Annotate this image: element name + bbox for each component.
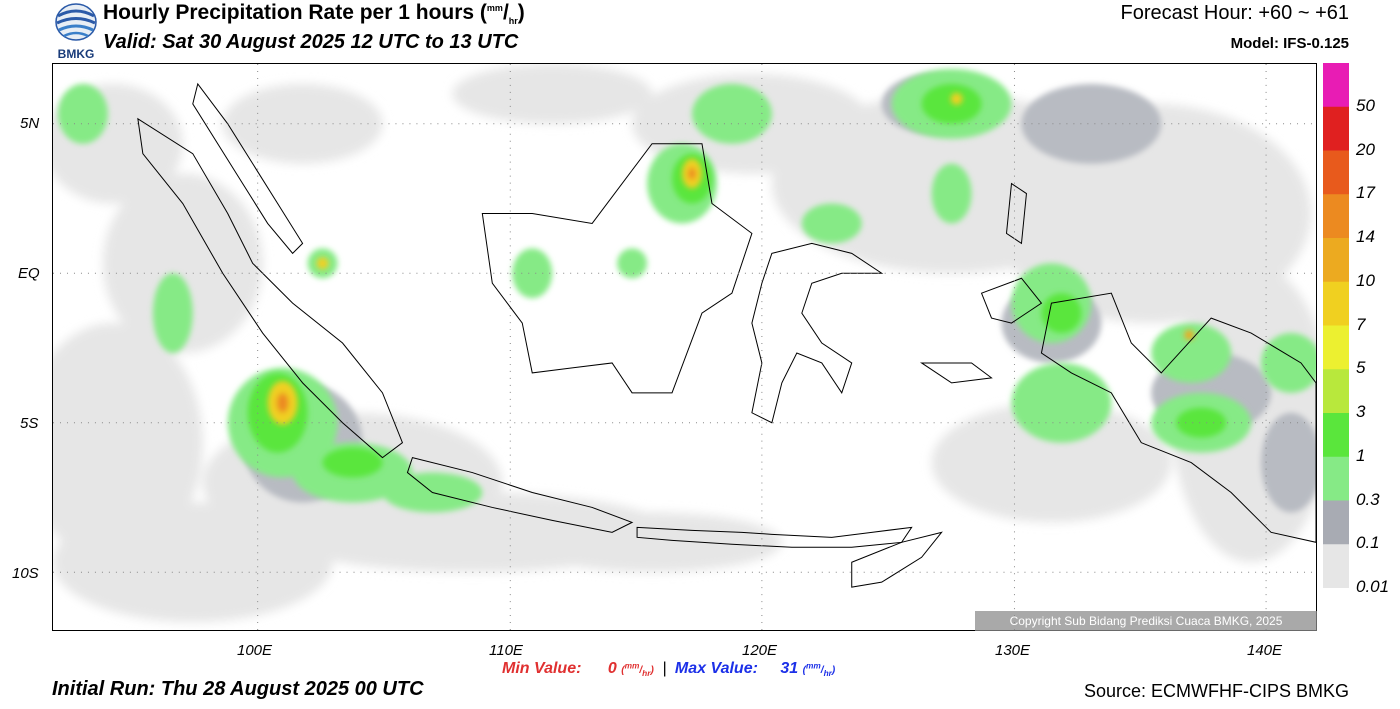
grid <box>53 64 1316 630</box>
precipitation-map <box>52 63 1317 631</box>
lat-label-eq: EQ <box>18 265 40 282</box>
lat-label-5s: 5S <box>20 415 39 432</box>
lat-label-5n: 5N <box>20 115 40 132</box>
coastlines <box>137 82 1316 588</box>
data-source: Source: ECMWFHF-CIPS BMKG <box>1083 681 1349 701</box>
lon-label-130e: 130E <box>995 642 1031 659</box>
lon-label-110e: 110E <box>489 642 523 659</box>
legend-swatch <box>1323 194 1349 239</box>
legend-swatch <box>1323 238 1349 283</box>
max-value-label: Max Value: <box>674 660 758 677</box>
legend-label: 5 <box>1356 358 1366 378</box>
min-max-values: Min Value: 0 (mm/hr) | Max Value: 31 (mm… <box>502 660 836 678</box>
min-value-label: Min Value: <box>502 660 582 677</box>
legend-label: 20 <box>1356 139 1375 159</box>
legend-label: 0.1 <box>1356 533 1380 553</box>
lon-label-100e: 100E <box>237 642 273 659</box>
legend-label: 3 <box>1356 402 1366 421</box>
rain-field-green <box>57 68 1316 513</box>
forecast-hour: Forecast Hour: +60 ~ +61 <box>1120 2 1349 24</box>
title-unit-hr: hr <box>508 16 518 27</box>
copyright-label: Copyright Sub Bidang Prediksi Cuaca BMKG… <box>975 611 1317 631</box>
initial-run: Initial Run: Thu 28 August 2025 00 UTC <box>52 678 424 700</box>
svg-text:BMKG: BMKG <box>58 47 95 60</box>
max-value: 31 <box>780 660 799 677</box>
legend-label: 10 <box>1356 270 1375 290</box>
lon-label-120e: 120E <box>742 642 778 659</box>
rain-field-heavy <box>267 92 1195 425</box>
legend-swatch <box>1323 325 1349 370</box>
legend-swatch <box>1323 150 1349 195</box>
legend-label: 17 <box>1356 183 1375 203</box>
lat-label-10s: 10S <box>12 565 39 582</box>
legend-colorbar <box>1323 63 1349 589</box>
legend-swatch <box>1323 456 1349 501</box>
model-label: Model: IFS-0.125 <box>1230 35 1349 52</box>
legend-swatch <box>1323 369 1349 414</box>
legend-label: 0.3 <box>1356 489 1380 509</box>
legend-swatch <box>1323 281 1349 326</box>
legend-label: 7 <box>1356 314 1366 334</box>
min-value: 0 <box>607 660 617 677</box>
valid-time: Valid: Sat 30 August 2025 12 UTC to 13 U… <box>103 31 519 53</box>
title-unit-mm: mm <box>486 3 503 13</box>
legend-swatch <box>1323 63 1349 108</box>
legend-label: 0.01 <box>1356 577 1390 596</box>
map-title: Hourly Precipitation Rate per 1 hours (m… <box>103 1 525 27</box>
legend-swatch <box>1323 413 1349 458</box>
bmkg-logo: BMKG <box>52 2 100 61</box>
legend-label: 50 <box>1356 95 1375 115</box>
legend-label: 14 <box>1356 227 1375 246</box>
legend-swatch <box>1323 106 1349 151</box>
legend-swatch <box>1323 500 1349 545</box>
legend-swatch <box>1323 544 1349 589</box>
legend-label: 1 <box>1356 445 1366 465</box>
lon-label-140e: 140E <box>1247 642 1283 659</box>
title-text: Hourly Precipitation Rate per 1 hours <box>103 1 475 24</box>
